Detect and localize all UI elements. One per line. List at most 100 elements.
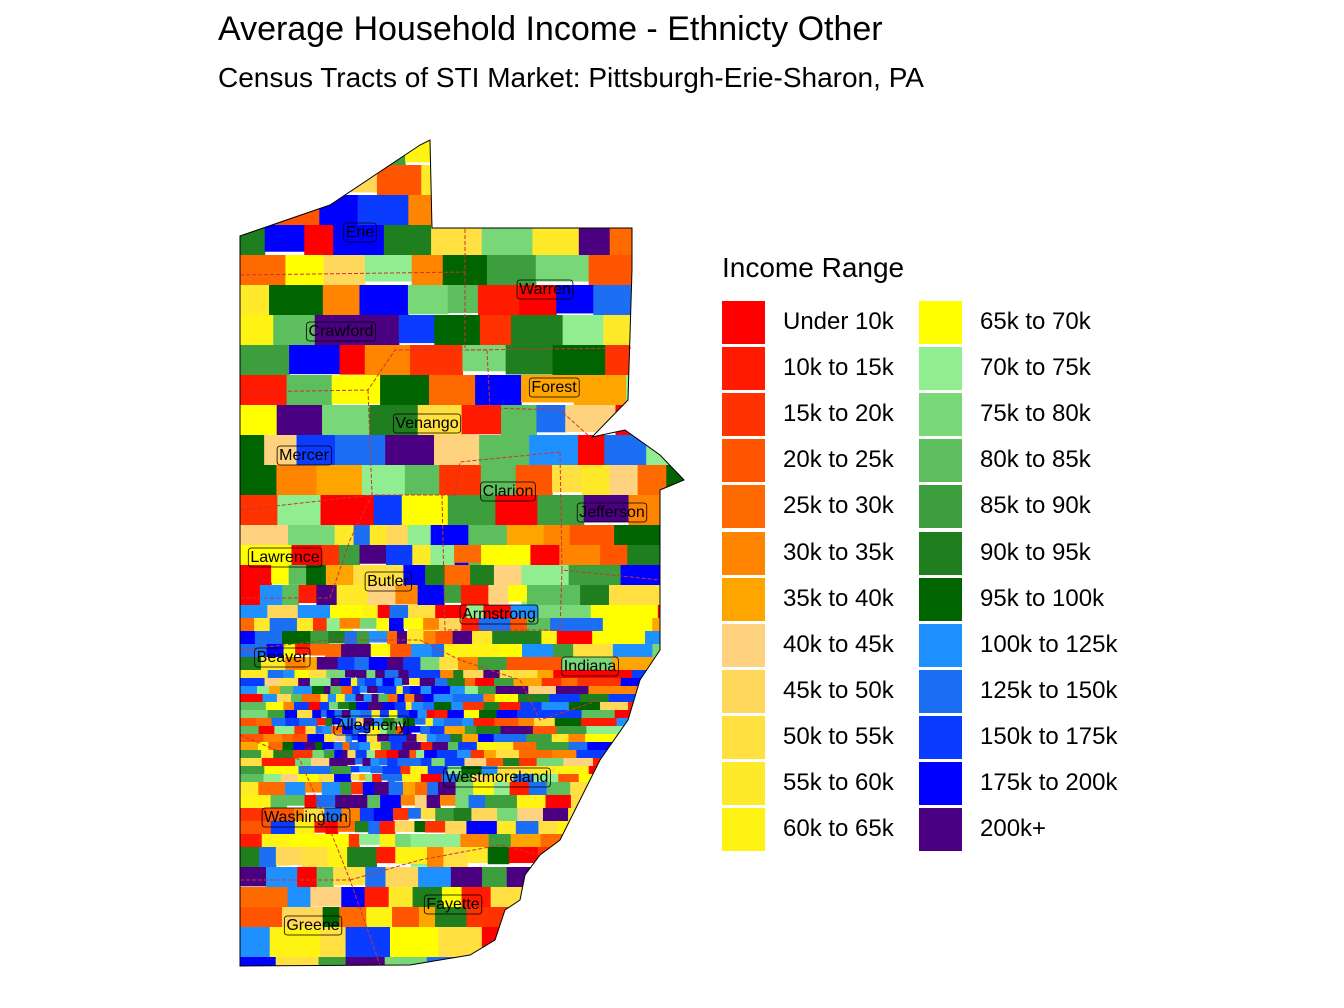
tract: [656, 907, 684, 935]
tract: [568, 808, 603, 861]
tract: [295, 644, 311, 655]
tract: [605, 140, 656, 171]
tract: [356, 140, 406, 168]
tract: [553, 957, 588, 966]
tract: [639, 165, 683, 201]
tract: [377, 686, 386, 694]
tract: [370, 644, 391, 657]
tract: [240, 195, 267, 233]
tract: [374, 750, 387, 760]
tract: [420, 808, 436, 820]
county-label-text: Crawford: [309, 323, 374, 340]
tract: [423, 702, 435, 714]
county-label-erie: Erie: [343, 222, 377, 243]
tract: [350, 766, 360, 773]
tract: [652, 644, 683, 696]
tract: [416, 734, 428, 742]
tract: [423, 618, 440, 630]
tract: [682, 165, 684, 217]
tract: [681, 644, 684, 684]
tract: [306, 565, 327, 586]
legend-swatch: [722, 715, 765, 759]
tract: [355, 694, 365, 702]
tract: [409, 710, 419, 721]
tract: [652, 195, 684, 249]
legend-swatch: [722, 439, 765, 483]
tract: [601, 808, 641, 859]
tract: [481, 927, 522, 966]
legend-swatch: [722, 485, 765, 529]
tract: [543, 867, 572, 910]
tract: [293, 702, 310, 714]
region-outline: [239, 139, 685, 967]
tract: [502, 957, 555, 966]
tract: [325, 821, 339, 835]
legend-swatch: [919, 393, 962, 437]
county-boundary: [239, 734, 351, 881]
legend-label: 35k to 40k: [783, 584, 894, 612]
tract: [350, 774, 360, 781]
tract: [653, 225, 684, 255]
tract: [352, 605, 364, 622]
tract: [325, 718, 333, 730]
tract: [330, 678, 341, 689]
tract: [348, 702, 357, 712]
tract: [351, 734, 359, 741]
tract: [403, 618, 424, 629]
tract: [372, 774, 382, 786]
legend-label: 95k to 100k: [980, 584, 1105, 612]
tract: [440, 795, 456, 806]
tract: [339, 345, 366, 375]
tract: [385, 867, 419, 890]
tract: [353, 525, 371, 551]
tract: [310, 887, 342, 907]
tract: [308, 670, 327, 682]
tract: [684, 766, 700, 811]
tract: [687, 525, 700, 553]
tract: [616, 887, 660, 933]
tract: [283, 702, 295, 718]
tract: [423, 694, 435, 707]
tract: [650, 821, 684, 869]
county-label-text: Erie: [346, 224, 375, 241]
county-label-text: Beaver: [257, 649, 308, 666]
legend-title: Income Range: [722, 252, 905, 283]
county-label-text: Westmoreland: [446, 769, 549, 786]
tract: [462, 345, 507, 372]
tract: [565, 887, 618, 933]
tract: [659, 734, 684, 768]
tract: [599, 795, 652, 831]
county-label-washington: Washington: [261, 807, 351, 828]
tract: [687, 808, 700, 837]
tract: [395, 834, 412, 851]
tract: [400, 766, 411, 776]
tract: [384, 686, 397, 695]
tract: [661, 525, 684, 575]
tract: [341, 644, 353, 659]
tract: [382, 678, 395, 690]
tract: [282, 585, 300, 609]
tract: [376, 678, 384, 687]
tract: [577, 435, 605, 468]
tract: [382, 702, 396, 714]
legend-label: 45k to 50k: [783, 676, 894, 704]
tract: [321, 782, 341, 796]
tract: [690, 686, 700, 732]
tract: [650, 678, 684, 725]
tract: [571, 867, 617, 906]
tract: [421, 165, 459, 199]
tract: [532, 225, 580, 261]
tract: [328, 631, 346, 644]
tract: [318, 957, 347, 966]
tract: [640, 694, 684, 724]
tract: [487, 847, 510, 865]
tract: [339, 618, 361, 629]
tract: [427, 847, 445, 870]
tract: [342, 742, 350, 754]
county-label-crawford: Crawford: [306, 321, 376, 342]
tract: [614, 710, 646, 758]
tract: [264, 225, 305, 252]
tract: [652, 750, 684, 789]
legend-label: 80k to 85k: [980, 446, 1091, 474]
tract: [553, 140, 606, 187]
